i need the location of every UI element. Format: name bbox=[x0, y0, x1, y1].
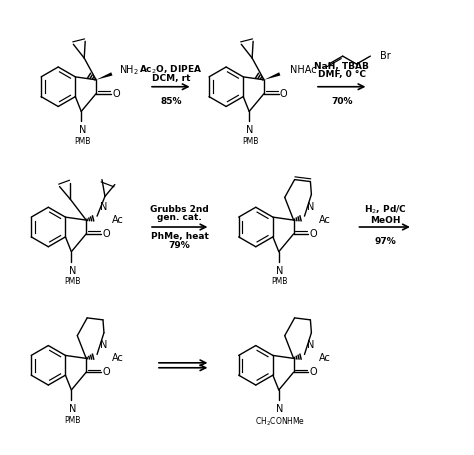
Text: PhMe, heat: PhMe, heat bbox=[151, 232, 209, 241]
Text: 70%: 70% bbox=[331, 96, 353, 106]
Text: 97%: 97% bbox=[374, 237, 396, 246]
Text: 79%: 79% bbox=[169, 241, 191, 250]
Text: O: O bbox=[310, 229, 317, 239]
Text: MeOH: MeOH bbox=[370, 216, 401, 225]
Text: N: N bbox=[276, 404, 283, 414]
Text: N: N bbox=[308, 340, 315, 350]
Text: PMB: PMB bbox=[64, 416, 81, 425]
Text: PMB: PMB bbox=[272, 278, 288, 286]
Text: H$_2$, Pd/C: H$_2$, Pd/C bbox=[364, 204, 407, 216]
Text: DCM, rt: DCM, rt bbox=[152, 74, 190, 83]
Text: CH$_2$CONHMe: CH$_2$CONHMe bbox=[255, 416, 305, 428]
Text: NHAc: NHAc bbox=[290, 65, 316, 75]
Text: gen. cat.: gen. cat. bbox=[157, 213, 202, 222]
Polygon shape bbox=[96, 72, 112, 80]
Text: Ac: Ac bbox=[112, 354, 124, 364]
Text: O: O bbox=[280, 89, 288, 99]
Text: PMB: PMB bbox=[64, 278, 81, 286]
Text: Ac$_2$O, DIPEA: Ac$_2$O, DIPEA bbox=[139, 63, 202, 76]
Text: O: O bbox=[112, 89, 119, 99]
Text: O: O bbox=[102, 367, 110, 377]
Text: N: N bbox=[308, 202, 315, 212]
Text: Ac: Ac bbox=[112, 215, 124, 225]
Text: O: O bbox=[102, 229, 110, 239]
Text: N: N bbox=[69, 404, 76, 414]
Text: DMF, 0 °C: DMF, 0 °C bbox=[318, 70, 366, 79]
Text: N: N bbox=[69, 266, 76, 276]
Text: PMB: PMB bbox=[74, 137, 91, 146]
Text: N: N bbox=[276, 266, 283, 276]
Text: O: O bbox=[310, 367, 317, 377]
Text: Grubbs 2nd: Grubbs 2nd bbox=[150, 205, 209, 214]
Text: PMB: PMB bbox=[242, 137, 258, 146]
Text: Ac: Ac bbox=[319, 215, 331, 225]
Text: Br: Br bbox=[380, 51, 391, 61]
Text: N: N bbox=[100, 202, 108, 212]
Polygon shape bbox=[264, 72, 281, 80]
Text: NH$_2$: NH$_2$ bbox=[119, 63, 139, 77]
Text: N: N bbox=[100, 340, 108, 350]
Text: Ac: Ac bbox=[319, 354, 331, 364]
Text: 85%: 85% bbox=[160, 96, 182, 106]
Text: N: N bbox=[79, 125, 86, 135]
Text: N: N bbox=[246, 125, 254, 135]
Text: NaH, TBAB: NaH, TBAB bbox=[314, 62, 369, 71]
